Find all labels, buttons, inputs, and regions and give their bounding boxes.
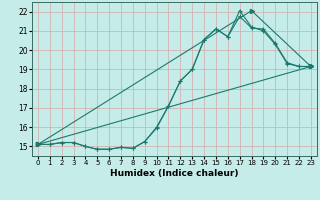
- X-axis label: Humidex (Indice chaleur): Humidex (Indice chaleur): [110, 169, 239, 178]
